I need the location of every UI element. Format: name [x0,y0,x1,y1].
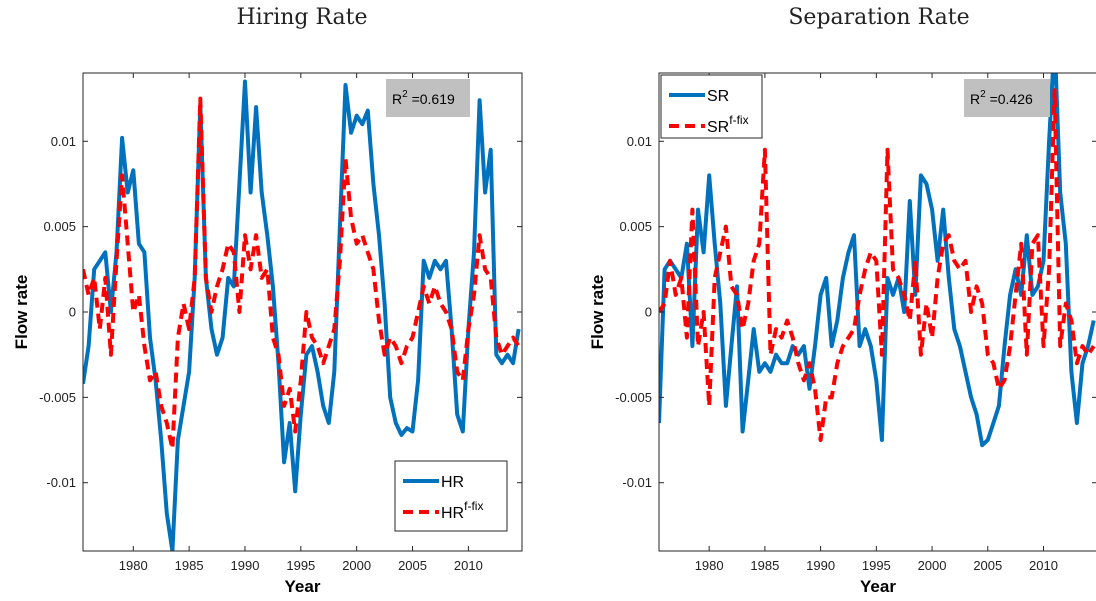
x-tick-label: 2000 [342,558,371,573]
x-tick-label: 2005 [398,558,427,573]
r-squared-annotation: R2 =0.619 [386,79,470,117]
x-tick-label: 1980 [119,558,148,573]
series-line-sr [659,73,1096,448]
legend-entry: SRf-fix [707,113,749,136]
y-tick-label: -0.01 [622,475,652,490]
plot-area [83,79,521,551]
x-tick-label: 1985 [175,558,204,573]
y-tick-label: -0.01 [46,475,76,490]
y-tick-label: 0.01 [51,134,76,149]
series-line-sr-f-fix [659,88,1096,442]
x-tick-label: 2010 [1029,558,1058,573]
y-tick-label: 0 [69,305,76,320]
legend-entry: HRf-fix [441,499,483,522]
series-line-hr-f-fix [83,96,521,451]
y-axis-label: Flow rate [12,275,31,350]
x-tick-label: 1990 [806,558,835,573]
x-tick-label: 1995 [862,558,891,573]
legend: HR HRf-fix [394,460,508,532]
x-axis-label: Year [860,577,896,596]
r-squared-text: R2 =0.619 [392,89,455,107]
y-tick-label: 0 [645,305,652,320]
y-tick-label: -0.005 [39,390,76,405]
hiring-rate-panel: Hiring Rate 1980 1985 1990 1995 2000 2005 2010 -… [12,5,523,596]
y-axis-label: Flow rate [588,275,607,350]
chart-title: Separation Rate [788,5,969,30]
y-tick-label: 0.005 [43,219,76,234]
plot-area [659,73,1096,448]
x-tick-label: 1980 [695,558,724,573]
x-tick-label: 2005 [973,558,1002,573]
chart-title: Hiring Rate [236,5,367,30]
x-tick-label: 2000 [918,558,947,573]
r-squared-text: R2 =0.426 [970,89,1033,107]
x-tick-label: 1985 [750,558,779,573]
r-squared-annotation: R2 =0.426 [964,79,1050,117]
x-tick-label: 2010 [454,558,483,573]
y-tick-label: 0.005 [619,219,652,234]
legend-entry: HR [441,474,464,491]
legend: SR SRf-fix [660,74,763,139]
legend-entry: SR [707,88,729,105]
x-tick-label: 1995 [286,558,315,573]
x-tick-label: 1990 [231,558,260,573]
separation-rate-panel: Separation Rate 1980 1985 1990 1995 2000 2005 2… [588,5,1096,596]
y-tick-label: 0.01 [627,134,652,149]
x-axis-label: Year [285,577,321,596]
y-tick-label: -0.005 [615,390,652,405]
